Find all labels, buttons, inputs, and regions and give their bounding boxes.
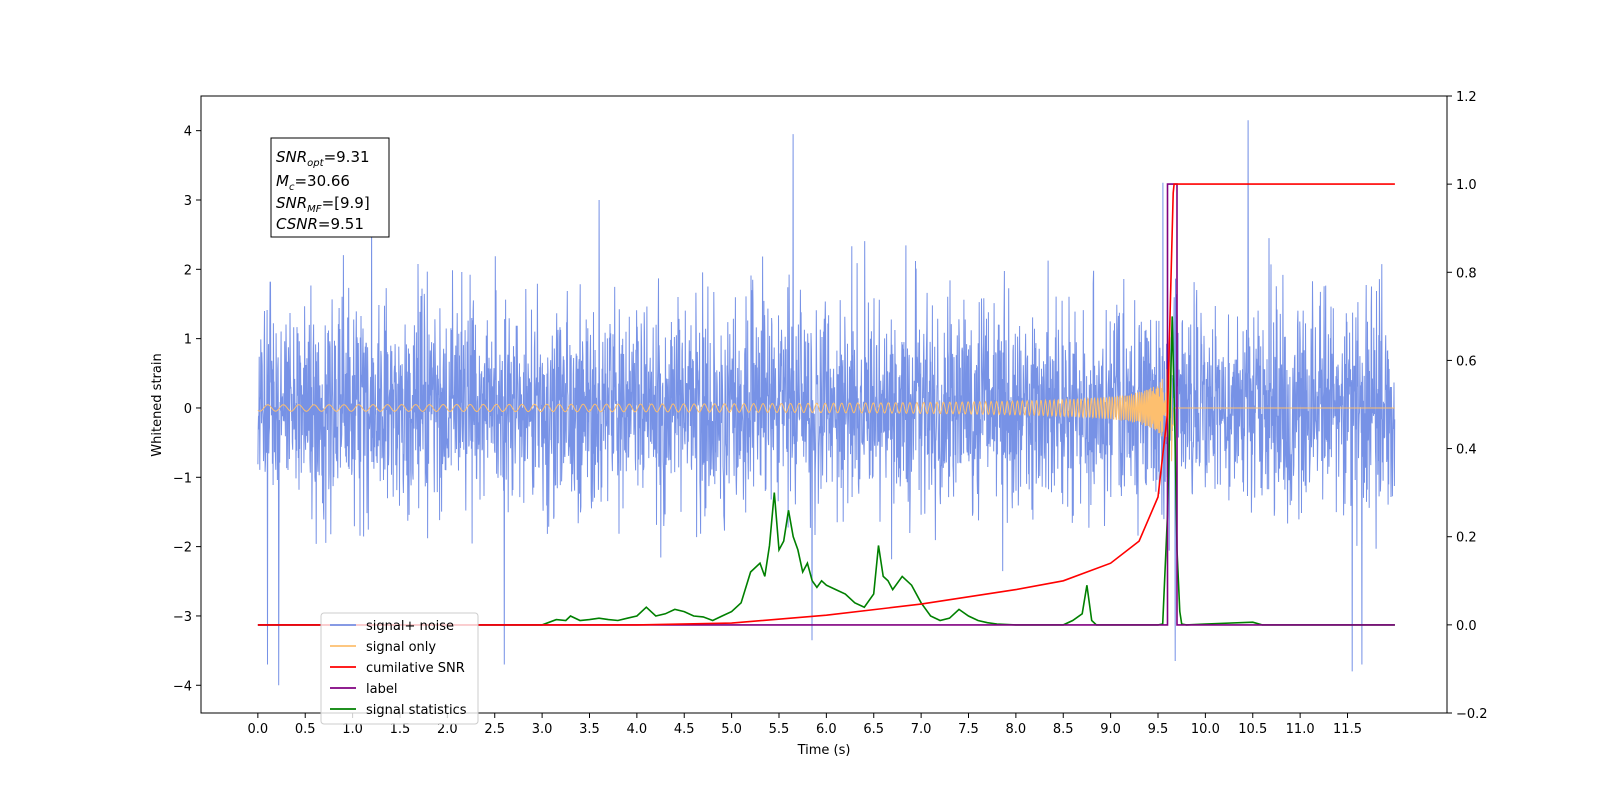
x-tick-label: 9.5 [1148,722,1169,737]
x-tick-label: 2.5 [484,722,505,737]
x-tick-label: 10.5 [1238,722,1267,737]
y-tick-label-right: 0.6 [1456,354,1477,369]
axes-frame [200,95,1448,714]
x-tick-label: 3.0 [532,722,553,737]
y-tick-label-left: 4 [184,125,192,140]
legend-frame [320,612,479,725]
y-axis-right: 1.2 1.0 0.8 0.6 0.4 0.2 0.0 −0.2 [1447,90,1488,722]
stats-mc: Mc=30.66 [276,172,350,193]
x-tick-label: 2.0 [437,722,458,737]
y-axis-left: 4 3 2 1 0 −1 −2 −3 −4 [173,125,201,694]
x-tick-label: 4.0 [627,722,648,737]
x-tick-label: 7.0 [911,722,932,737]
x-axis: 0.0 0.5 1.0 1.5 2.0 2.5 3.0 3.5 4.0 4.5 5.0 5.5 6.0 6… [248,713,1362,737]
x-tick-label: 1.0 [342,722,363,737]
x-tick-label: 6.5 [863,722,884,737]
x-axis-title: Time (s) [797,743,851,758]
y-tick-label-left: −3 [173,610,192,625]
series-label-line [257,183,1395,626]
legend-label: cumilative SNR [366,661,465,676]
y-tick-label-left: −2 [173,541,192,556]
x-tick-label: 11.0 [1286,722,1315,737]
x-tick-label: 1.5 [390,722,411,737]
y-tick-label-right: 1.0 [1456,178,1477,193]
x-tick-label: 0.0 [248,722,269,737]
y-tick-label-right: 0.2 [1456,531,1477,546]
x-tick-label: 0.5 [295,722,316,737]
x-tick-label: 10.0 [1191,722,1220,737]
y-tick-label-left: 1 [184,333,192,348]
x-tick-label: 7.5 [958,722,979,737]
y-tick-label-right: 0.8 [1456,266,1477,281]
legend-label: signal+ noise [366,619,454,634]
stats-box: SNRopt=9.31 Mc=30.66 SNRMF=[9.9] CSNR=9.… [270,137,390,238]
stats-snr-opt: SNRopt=9.31 [276,148,370,169]
y-tick-label-left: 0 [184,402,192,417]
x-tick-label: 5.0 [721,722,742,737]
x-tick-label: 11.5 [1333,722,1362,737]
x-tick-label: 9.0 [1100,722,1121,737]
y-tick-label-left: 2 [184,263,192,278]
x-tick-label: 4.5 [674,722,695,737]
y-tick-label-left: −4 [173,679,192,694]
y-tick-label-right: 0.0 [1456,619,1477,634]
x-tick-label: 5.5 [769,722,790,737]
y-tick-label-right: 0.4 [1456,443,1477,458]
legend: signal+ noise signal only cumilative SNR la… [320,612,479,725]
stats-box-frame [270,137,390,238]
series-signal-noise-line [257,120,1396,686]
legend-label: signal only [366,640,436,655]
y-tick-label-right: −0.2 [1456,707,1488,722]
x-tick-label: 3.5 [579,722,600,737]
legend-label: label [366,682,397,697]
x-tick-label: 8.0 [1006,722,1027,737]
legend-label: signal statistics [366,703,467,718]
x-tick-label: 6.0 [816,722,837,737]
y-axis-title: Whitened strain [150,353,165,456]
series-cumilative-snr-line [257,183,1395,626]
stats-snr-mf: SNRMF=[9.9] [276,194,370,215]
y-tick-label-left: 3 [184,194,192,209]
series-signal-only-line [257,354,1395,462]
stats-csnr: CSNR=9.51 [276,215,364,233]
y-tick-label-right: 1.2 [1456,90,1477,105]
plot-area [257,120,1396,686]
x-tick-label: 8.5 [1053,722,1074,737]
y-tick-label-left: −1 [173,471,192,486]
